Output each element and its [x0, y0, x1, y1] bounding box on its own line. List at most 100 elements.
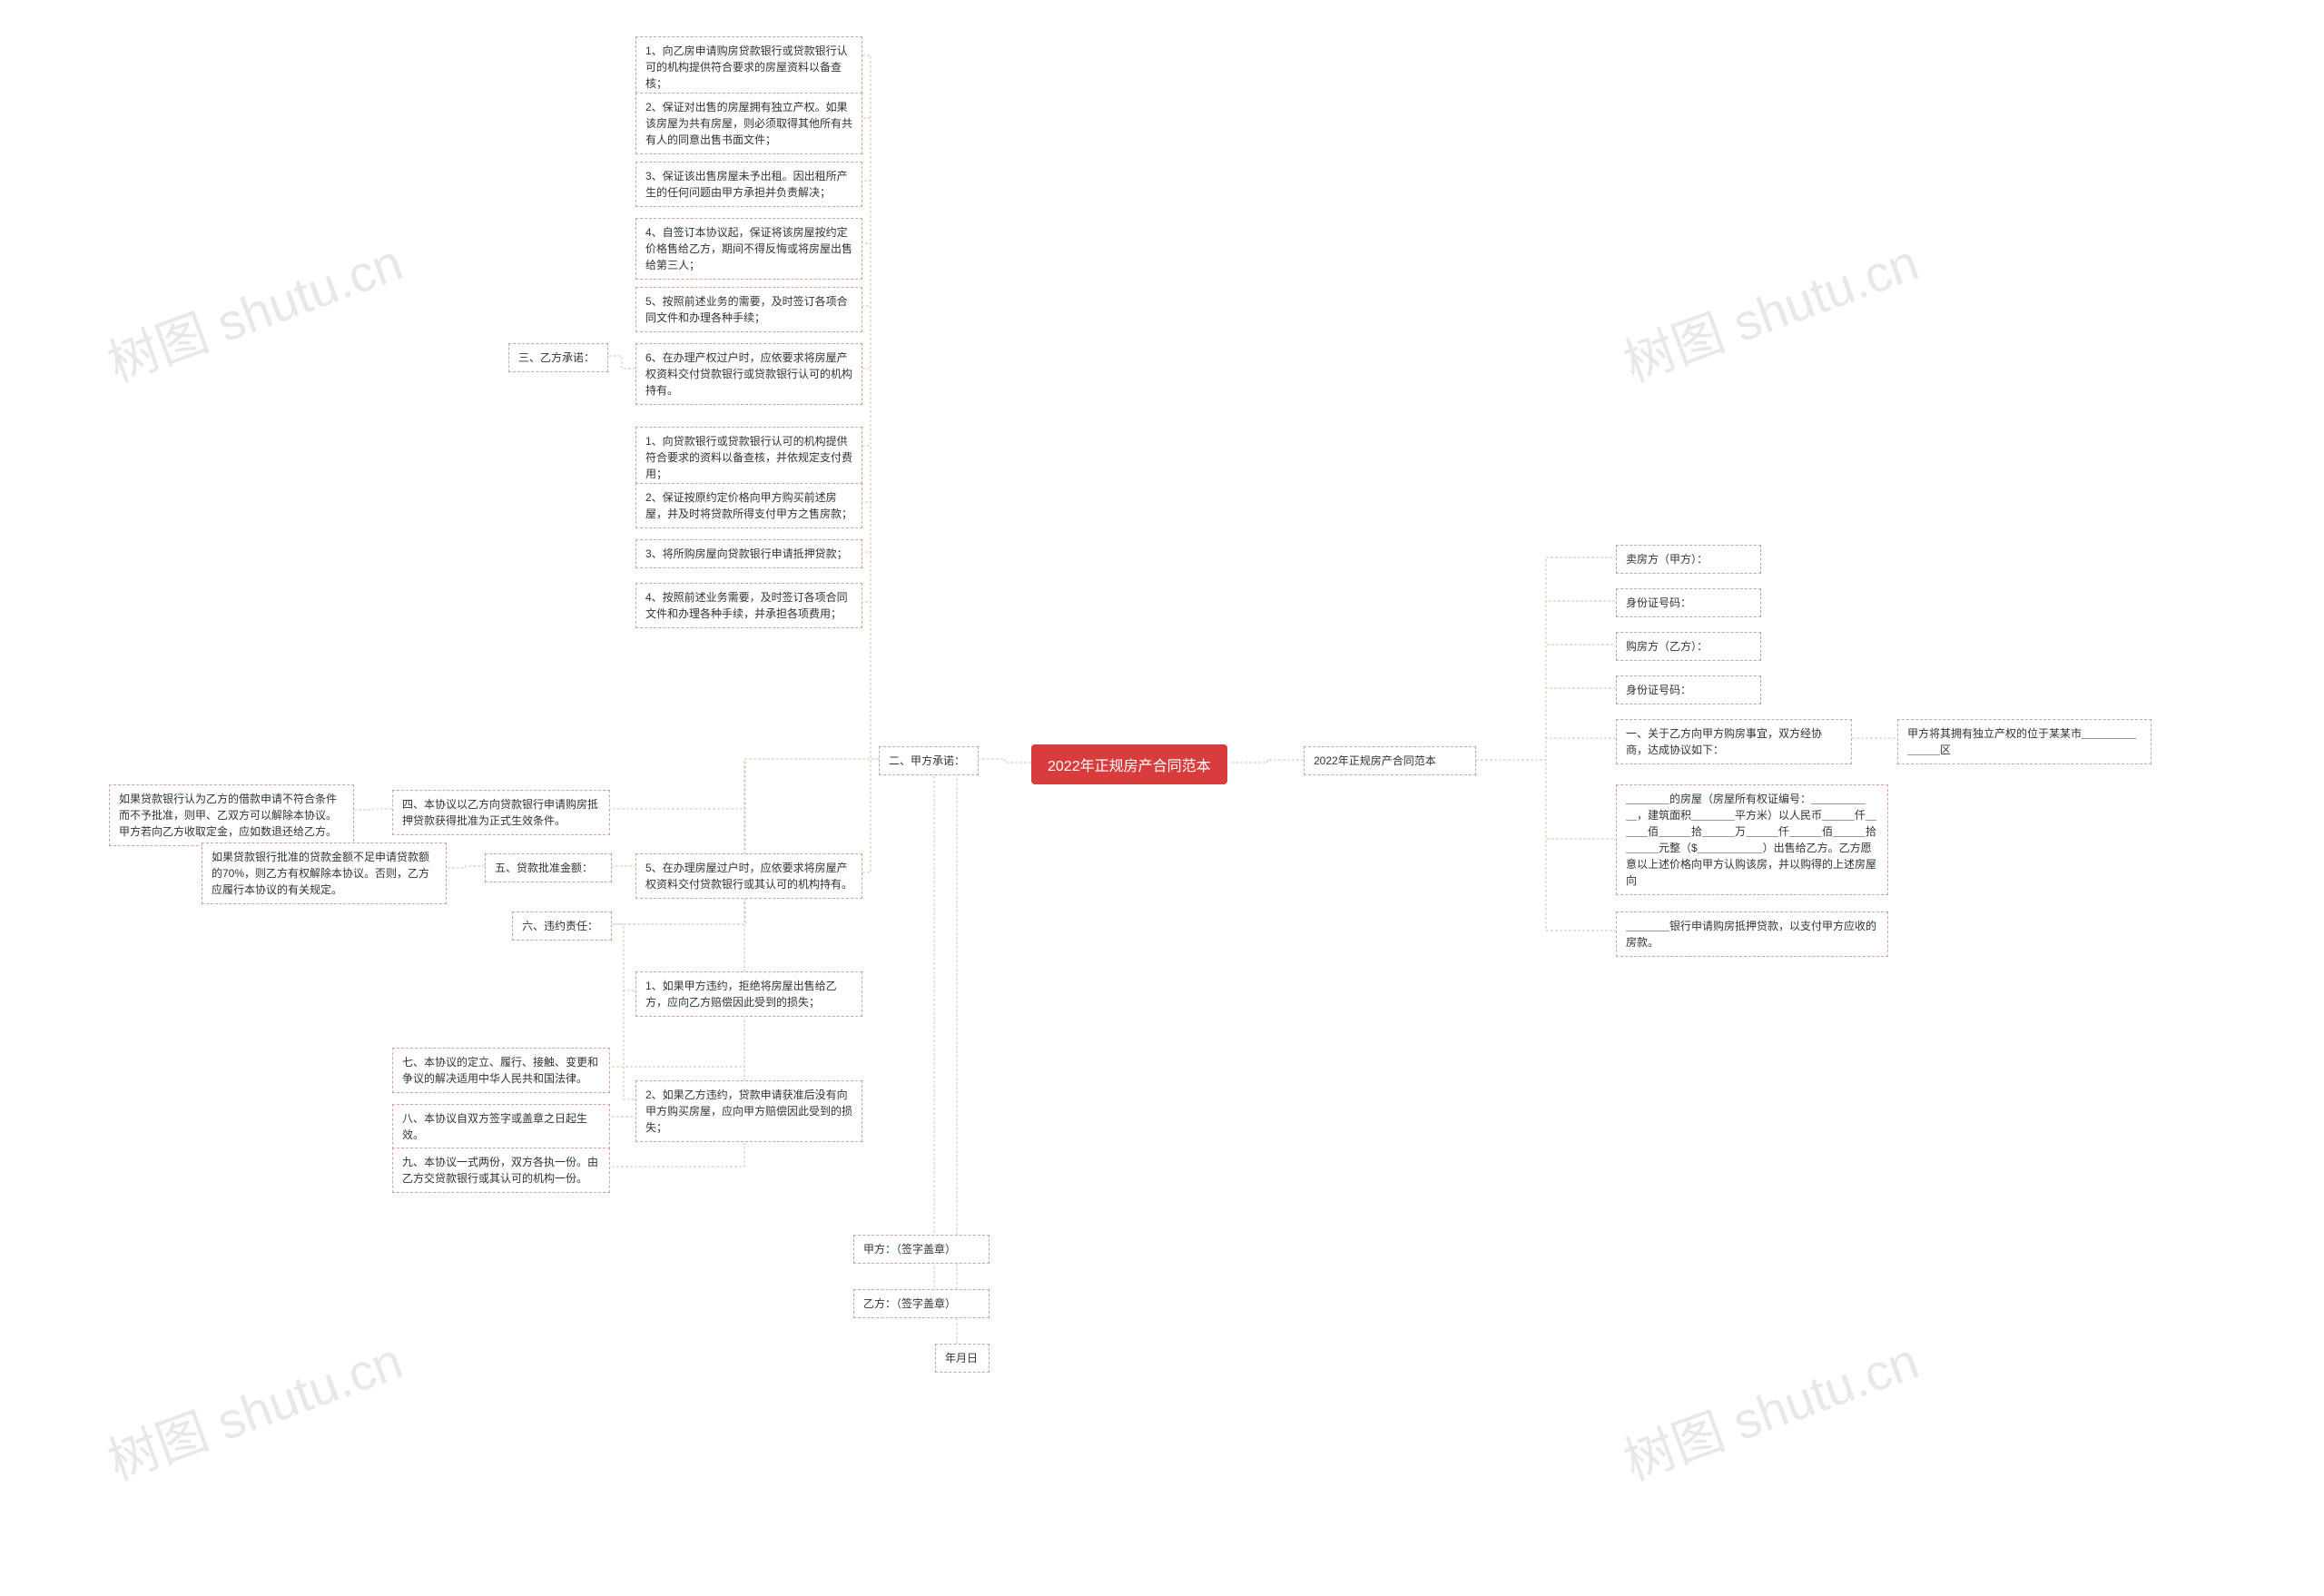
root-node: 2022年正规房产合同范本	[1031, 744, 1227, 784]
mindmap-node: 1、向贷款银行或贷款银行认可的机构提供符合要求的资料以备查核，并依规定支付费用；	[635, 427, 862, 488]
mindmap-node: 1、向乙房申请购房贷款银行或贷款银行认可的机构提供符合要求的房屋资料以备查核；	[635, 36, 862, 98]
root-label: 2022年正规房产合同范本	[1048, 759, 1211, 774]
mindmap-node: ＿＿＿＿银行申请购房抵押贷款，以支付甲方应收的房款。	[1616, 911, 1888, 957]
mindmap-node: 六、违约责任：	[512, 911, 612, 941]
mindmap-node: 2、保证对出售的房屋拥有独立产权。如果该房屋为共有房屋，则必须取得其他所有共有人…	[635, 93, 862, 154]
connector-path	[608, 356, 635, 369]
connector-path	[610, 759, 879, 809]
connector-path	[610, 759, 879, 1067]
mindmap-node: 九、本协议一式两份，双方各执一份。由乙方交贷款银行或其认可的机构一份。	[392, 1148, 610, 1193]
watermark-text: 树图 shutu.cn	[1612, 1320, 1927, 1494]
watermark-text: 树图 shutu.cn	[96, 222, 411, 396]
connector-path	[862, 602, 879, 759]
mindmap-node: 卖房方（甲方）：	[1616, 545, 1761, 574]
watermark-text: 树图 shutu.cn	[96, 1320, 411, 1494]
connector-path	[1476, 601, 1616, 760]
connector-path	[862, 369, 879, 759]
node-label: 3、将所购房屋向贷款银行申请抵押贷款；	[645, 547, 848, 560]
connector-path	[1476, 738, 1616, 760]
mindmap-node: 三、乙方承诺：	[508, 343, 608, 372]
node-label: 4、自签订本协议起，保证将该房屋按约定价格售给乙方，期间不得反悔或将房屋出售给第…	[645, 226, 852, 271]
mindmap-node: 年月日	[935, 1344, 990, 1373]
node-label: 身份证号码：	[1626, 684, 1691, 696]
node-label: 3、保证该出售房屋未予出租。因出租所产生的任何问题由甲方承担并负责解决；	[645, 170, 848, 199]
node-label: 甲方：（签字盖章）	[863, 1243, 956, 1256]
node-label: 4、按照前述业务需要，及时签订各项合同文件和办理各种手续，并承担各项费用；	[645, 591, 848, 620]
mindmap-node: 甲方：（签字盖章）	[853, 1235, 990, 1264]
node-label: 身份证号码：	[1626, 596, 1691, 609]
connector-path	[879, 759, 990, 1302]
connector-path	[612, 759, 879, 866]
node-label: 1、如果甲方违约，拒绝将房屋出售给乙方，应向乙方赔偿因此受到的损失；	[645, 980, 837, 1009]
connector-path	[1476, 688, 1616, 760]
connector-path	[862, 55, 879, 759]
mindmap-node: 5、在办理房屋过户时，应依要求将房屋产权资料交付贷款银行或其认可的机构持有。	[635, 853, 862, 899]
connector-path	[1476, 760, 1616, 839]
connector-path	[862, 118, 879, 759]
node-label: ＿＿＿＿的房屋（房屋所有权证编号：＿＿＿＿＿＿，建筑面积＿＿＿＿平方米）以人民币…	[1626, 793, 1876, 887]
node-label: 卖房方（甲方）：	[1626, 553, 1708, 566]
mindmap-node: 3、保证该出售房屋未予出租。因出租所产生的任何问题由甲方承担并负责解决；	[635, 162, 862, 207]
node-label: 如果贷款银行认为乙方的借款申请不符合条件而不予批准，则甲、乙双方可以解除本协议。…	[119, 793, 337, 838]
connector-path	[612, 924, 635, 1099]
mindmap-node: 1、如果甲方违约，拒绝将房屋出售给乙方，应向乙方赔偿因此受到的损失；	[635, 971, 862, 1017]
mindmap-node: 身份证号码：	[1616, 588, 1761, 617]
node-label: 二、甲方承诺：	[889, 754, 965, 767]
connector-path	[447, 866, 485, 868]
node-label: 七、本协议的定立、履行、接触、变更和争议的解决适用中华人民共和国法律。	[402, 1056, 598, 1085]
connector-path	[862, 759, 879, 872]
node-label: 乙方：（签字盖章）	[863, 1297, 956, 1310]
connector-path	[935, 759, 979, 1356]
mindmap-node: 购房方（乙方）：	[1616, 632, 1761, 661]
mindmap-node: 四、本协议以乙方向贷款银行申请购房抵押贷款获得批准为正式生效条件。	[392, 790, 610, 835]
node-label: 三、乙方承诺：	[518, 351, 595, 364]
watermark-text: 树图 shutu.cn	[1612, 222, 1927, 396]
mindmap-node: 七、本协议的定立、履行、接触、变更和争议的解决适用中华人民共和国法律。	[392, 1048, 610, 1093]
node-label: 八、本协议自双方签字或盖章之日起生效。	[402, 1112, 587, 1141]
mindmap-node: 6、在办理产权过户时，应依要求将房屋产权资料交付贷款银行或贷款银行认可的机构持有…	[635, 343, 862, 405]
mindmap-node: 2、如果乙方违约，贷款申请获准后没有向甲方购买房屋，应向甲方赔偿因此受到的损失；	[635, 1080, 862, 1142]
mindmap-node: 如果贷款银行批准的贷款金额不足申请贷款额的70%，则乙方有权解除本协议。否则，乙…	[202, 842, 447, 904]
connector-path	[862, 552, 879, 759]
mindmap-node: 2、保证按原约定价格向甲方购买前述房屋，并及时将贷款所得支付甲方之售房款；	[635, 483, 862, 528]
connector-path	[1476, 760, 1616, 931]
connector-path	[862, 181, 879, 759]
node-label: 购房方（乙方）：	[1626, 640, 1708, 653]
connector-path	[1476, 557, 1616, 760]
connector-path	[862, 306, 879, 759]
connector-path	[862, 446, 879, 759]
connector-path	[1476, 645, 1616, 760]
mindmap-node: 八、本协议自双方签字或盖章之日起生效。	[392, 1104, 610, 1149]
node-label: 如果贷款银行批准的贷款金额不足申请贷款额的70%，则乙方有权解除本协议。否则，乙…	[212, 851, 429, 896]
node-label: 年月日	[945, 1352, 978, 1364]
connector-path	[610, 759, 879, 1117]
mindmap-node: 5、按照前述业务的需要，及时签订各项合同文件和办理各种手续；	[635, 287, 862, 332]
connector-path	[1231, 760, 1304, 763]
node-label: 甲方将其拥有独立产权的位于某某市＿＿＿＿＿＿＿＿区	[1907, 727, 2136, 756]
mindmap-node: 4、自签订本协议起，保证将该房屋按约定价格售给乙方，期间不得反悔或将房屋出售给第…	[635, 218, 862, 280]
node-label: 2022年正规房产合同范本	[1314, 754, 1436, 767]
node-label: ＿＿＿＿银行申请购房抵押贷款，以支付甲方应收的房款。	[1626, 920, 1876, 949]
mindmap-node: 五、贷款批准金额：	[485, 853, 612, 882]
connector-path	[879, 759, 990, 1247]
connector-path	[612, 924, 635, 990]
connector-path	[862, 502, 879, 759]
mindmap-node: 二、甲方承诺：	[879, 746, 979, 775]
node-label: 2、保证对出售的房屋拥有独立产权。如果该房屋为共有房屋，则必须取得其他所有共有人…	[645, 101, 852, 146]
node-label: 6、在办理产权过户时，应依要求将房屋产权资料交付贷款银行或贷款银行认可的机构持有…	[645, 351, 852, 397]
mindmap-node: 4、按照前述业务需要，及时签订各项合同文件和办理各种手续，并承担各项费用；	[635, 583, 862, 628]
connector-path	[862, 243, 879, 759]
mindmap-node: 一、关于乙方向甲方购房事宜，双方经协商，达成协议如下：	[1616, 719, 1852, 764]
node-label: 六、违约责任：	[522, 920, 598, 932]
node-label: 2、如果乙方违约，贷款申请获准后没有向甲方购买房屋，应向甲方赔偿因此受到的损失；	[645, 1089, 852, 1134]
node-label: 九、本协议一式两份，双方各执一份。由乙方交贷款银行或其认可的机构一份。	[402, 1156, 598, 1185]
mindmap-node: 如果贷款银行认为乙方的借款申请不符合条件而不予批准，则甲、乙双方可以解除本协议。…	[109, 784, 354, 846]
connector-path	[979, 759, 1031, 763]
mindmap-node: 3、将所购房屋向贷款银行申请抵押贷款；	[635, 539, 862, 568]
mindmap-node: ＿＿＿＿的房屋（房屋所有权证编号：＿＿＿＿＿＿，建筑面积＿＿＿＿平方米）以人民币…	[1616, 784, 1888, 895]
mindmap-node: 身份证号码：	[1616, 675, 1761, 704]
node-label: 2、保证按原约定价格向甲方购买前述房屋，并及时将贷款所得支付甲方之售房款；	[645, 491, 852, 520]
node-label: 1、向乙房申请购房贷款银行或贷款银行认可的机构提供符合要求的房屋资料以备查核；	[645, 44, 848, 90]
node-label: 四、本协议以乙方向贷款银行申请购房抵押贷款获得批准为正式生效条件。	[402, 798, 598, 827]
mindmap-node: 2022年正规房产合同范本	[1304, 746, 1476, 775]
